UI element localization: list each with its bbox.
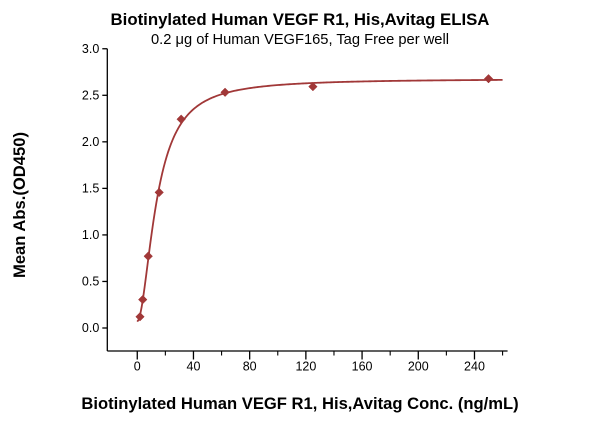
svg-text:2.0: 2.0 [82, 135, 99, 149]
svg-text:1.5: 1.5 [82, 181, 99, 195]
svg-text:200: 200 [408, 360, 429, 374]
svg-text:240: 240 [464, 360, 485, 374]
svg-text:160: 160 [352, 360, 373, 374]
svg-text:1.0: 1.0 [82, 228, 99, 242]
svg-text:0.5: 0.5 [82, 274, 99, 288]
svg-text:2.5: 2.5 [82, 88, 99, 102]
svg-text:80: 80 [243, 360, 257, 374]
svg-text:3.0: 3.0 [82, 42, 99, 56]
svg-text:0.0: 0.0 [82, 321, 99, 335]
svg-text:0: 0 [134, 360, 141, 374]
svg-text:40: 40 [187, 360, 201, 374]
svg-text:120: 120 [295, 360, 316, 374]
